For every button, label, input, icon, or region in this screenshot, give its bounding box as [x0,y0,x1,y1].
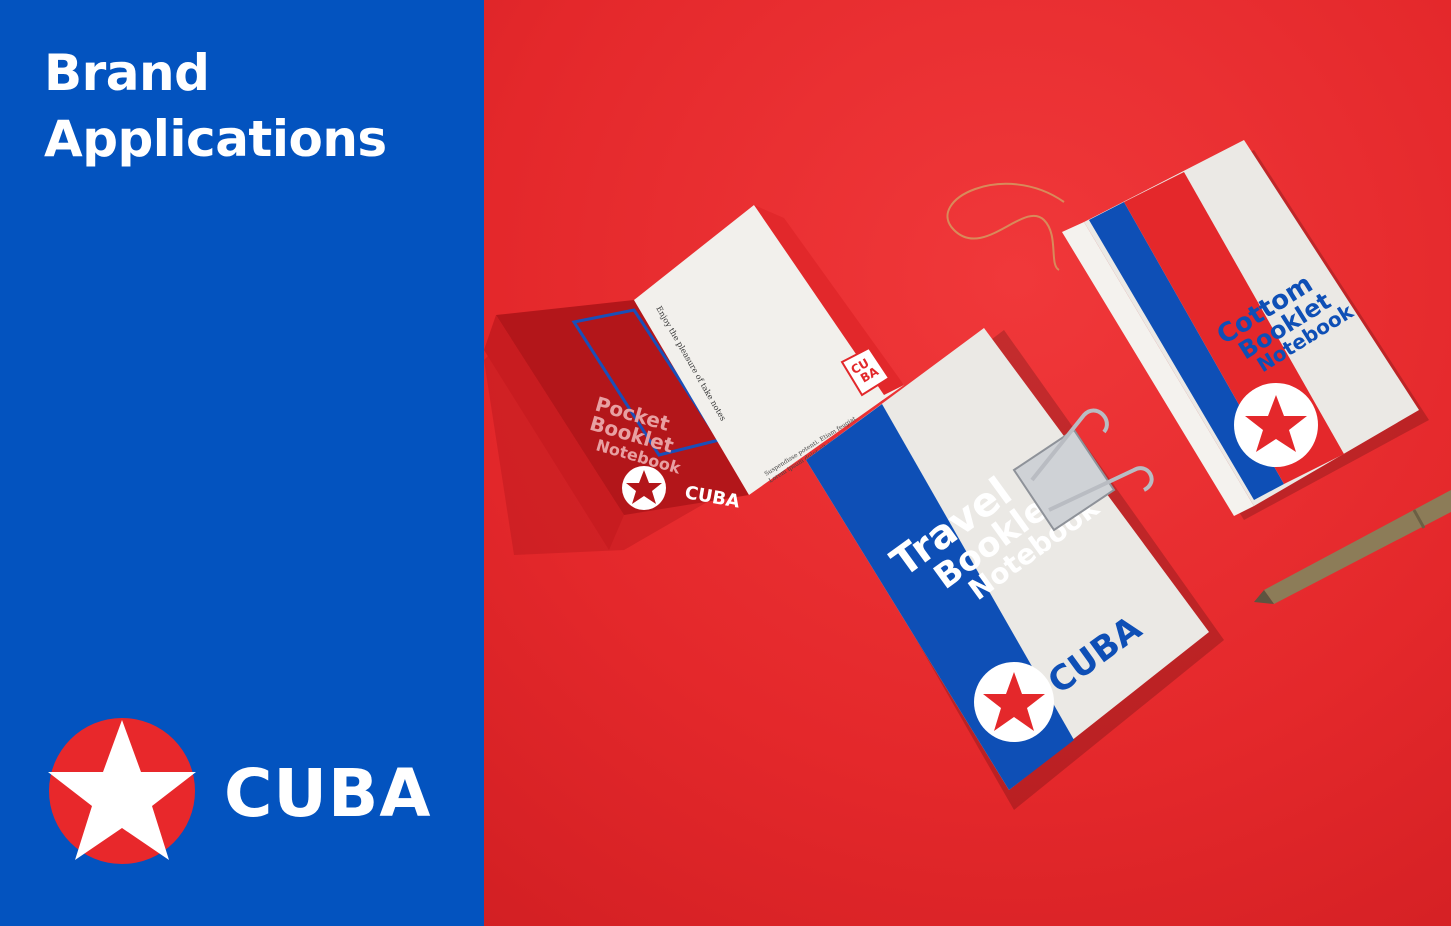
pocket-booklet [484,205,904,555]
logo-wordmark: CUBA [224,755,432,832]
travel-cover [806,328,1209,790]
brand-panel: Brand Applications CUBA [0,0,484,926]
cuba-logo: CUBA [44,718,464,868]
notebook-mockup-illustration: Pocket Booklet Notebook CUBA Enjoy the p… [484,0,1451,926]
pocket-badge [840,346,891,397]
cottom-pages-edge [1062,222,1254,516]
title-line-2: Applications [44,110,387,168]
star-circle-icon [48,718,196,864]
binder-clip [1012,408,1154,532]
title-line-1: Brand [44,44,210,102]
travel-booklet [806,328,1224,810]
pen [1254,490,1451,604]
page-title: Brand Applications [44,40,387,172]
string-loop [946,182,1065,271]
pocket-left-page [496,300,749,515]
mockup-photo: Pocket Booklet Notebook CUBA Enjoy the p… [484,0,1451,926]
pocket-right-page [634,205,904,495]
cottom-booklet [1062,140,1429,520]
